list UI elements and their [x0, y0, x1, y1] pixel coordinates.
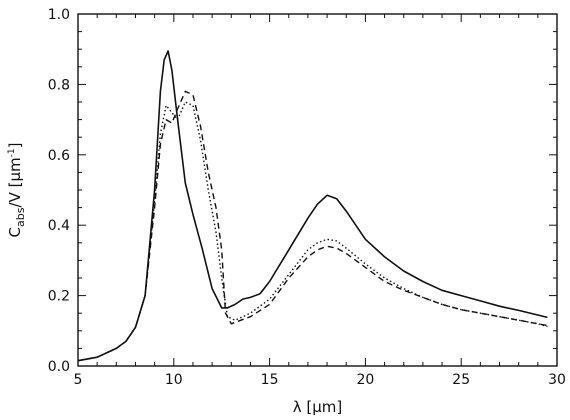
y-axis-label-main: C	[6, 227, 24, 237]
y-tick-label: 0.2	[48, 289, 70, 305]
y-axis-label-superscript: -1	[7, 148, 17, 157]
y-tick-label: 0.8	[48, 77, 70, 93]
y-axis-label-subscript: abs	[14, 207, 27, 227]
y-tick-label: 0.6	[48, 148, 70, 164]
x-tick-label: 10	[165, 372, 183, 388]
series-layer	[77, 50, 548, 362]
plot-frame	[77, 13, 558, 367]
x-tick-label: 5	[74, 372, 83, 388]
y-axis-label-close: ]	[6, 143, 24, 149]
tick-labels: 5 10 15 20 25 30 0.0 0.2 0.4 0.6 0.8 1.0	[48, 7, 566, 388]
x-tick-label: 15	[261, 372, 279, 388]
x-tick-label: 20	[356, 372, 374, 388]
x-tick-label: 25	[452, 372, 470, 388]
series-line-solid	[77, 50, 548, 362]
x-tick-label: 30	[548, 372, 566, 388]
y-tick-label: 1.0	[48, 7, 70, 23]
series-line-dashed	[77, 90, 548, 362]
series-line-dotted	[77, 101, 548, 362]
y-tick-label: 0.0	[48, 359, 70, 375]
ticks	[77, 13, 558, 367]
y-axis-label: Cabs/V [μm-1]	[6, 143, 27, 238]
y-axis-label-suffix: /V [μm	[6, 157, 24, 207]
x-axis-label: λ [μm]	[293, 398, 343, 416]
y-tick-label: 0.4	[48, 218, 70, 234]
